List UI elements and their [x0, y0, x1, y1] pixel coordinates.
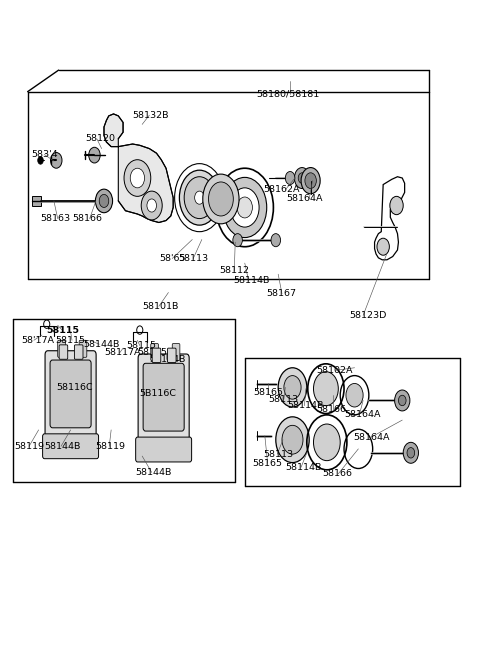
Circle shape	[223, 177, 267, 238]
Circle shape	[237, 197, 252, 218]
Circle shape	[195, 191, 204, 204]
Text: 58114B: 58114B	[288, 401, 324, 410]
FancyBboxPatch shape	[168, 348, 176, 363]
Text: 58119: 58119	[95, 442, 125, 451]
Circle shape	[403, 442, 419, 463]
FancyBboxPatch shape	[151, 344, 158, 361]
Text: 58102A: 58102A	[316, 366, 353, 375]
FancyBboxPatch shape	[138, 354, 189, 447]
Circle shape	[203, 174, 239, 224]
FancyBboxPatch shape	[50, 360, 91, 428]
Text: 58119: 58119	[15, 442, 45, 451]
Text: 58115: 58115	[55, 336, 85, 345]
Circle shape	[398, 396, 406, 406]
Circle shape	[313, 424, 340, 461]
FancyBboxPatch shape	[152, 348, 161, 363]
Circle shape	[377, 238, 389, 255]
Circle shape	[294, 168, 310, 189]
FancyBboxPatch shape	[59, 345, 68, 359]
Circle shape	[141, 191, 162, 220]
Text: 58144B: 58144B	[44, 442, 81, 451]
Circle shape	[346, 384, 363, 407]
FancyBboxPatch shape	[45, 351, 96, 443]
Circle shape	[276, 417, 309, 463]
Circle shape	[305, 173, 316, 189]
Circle shape	[233, 234, 242, 247]
Circle shape	[208, 182, 233, 216]
Circle shape	[271, 234, 281, 247]
Circle shape	[395, 390, 410, 411]
Circle shape	[130, 168, 144, 188]
Text: 58112: 58112	[219, 267, 249, 275]
Text: 58163: 58163	[40, 214, 71, 223]
Text: 58'17A: 58'17A	[22, 336, 54, 345]
Text: 58113: 58113	[269, 395, 299, 403]
Text: 58164A: 58164A	[344, 411, 381, 419]
Text: 58167: 58167	[267, 289, 297, 298]
Circle shape	[124, 160, 151, 196]
Text: 58165: 58165	[252, 459, 282, 468]
FancyBboxPatch shape	[74, 345, 83, 359]
FancyBboxPatch shape	[58, 340, 65, 357]
Circle shape	[282, 425, 303, 454]
Text: 58117A: 58117A	[104, 348, 141, 357]
Circle shape	[285, 171, 295, 185]
Circle shape	[390, 196, 403, 215]
Text: 58115: 58115	[126, 341, 156, 350]
FancyBboxPatch shape	[143, 363, 184, 431]
Text: 58144B: 58144B	[84, 340, 120, 349]
Text: 58115: 58115	[137, 348, 168, 357]
Text: 583'4: 583'4	[31, 150, 58, 159]
Text: 58144B: 58144B	[135, 468, 171, 477]
Text: 58132B: 58132B	[132, 111, 169, 120]
Circle shape	[230, 188, 259, 227]
Circle shape	[50, 152, 62, 168]
FancyBboxPatch shape	[136, 437, 192, 462]
Text: 58162A: 58162A	[263, 185, 300, 194]
Text: 5B116C: 5B116C	[140, 390, 177, 398]
FancyBboxPatch shape	[79, 340, 87, 357]
Text: 58165: 58165	[253, 388, 283, 397]
FancyBboxPatch shape	[43, 434, 98, 459]
Text: 58166: 58166	[322, 469, 352, 478]
Circle shape	[99, 194, 109, 208]
Text: 58164A: 58164A	[354, 432, 390, 442]
Circle shape	[89, 147, 100, 163]
Bar	[33, 196, 41, 206]
FancyBboxPatch shape	[172, 344, 180, 361]
Text: 58114B: 58114B	[233, 276, 270, 285]
Text: 58'65: 58'65	[159, 254, 185, 263]
Circle shape	[298, 173, 306, 183]
Text: 58123D: 58123D	[350, 311, 387, 320]
Text: 58166: 58166	[72, 214, 102, 223]
Text: 58120: 58120	[85, 134, 115, 143]
Text: 58144B: 58144B	[149, 355, 186, 364]
Circle shape	[284, 376, 301, 399]
Circle shape	[407, 447, 415, 458]
Text: 58115: 58115	[47, 326, 80, 335]
Circle shape	[180, 170, 219, 225]
Text: 58180/58181: 58180/58181	[257, 90, 320, 99]
Circle shape	[278, 368, 307, 407]
Circle shape	[184, 177, 215, 219]
Circle shape	[313, 372, 338, 406]
Circle shape	[96, 189, 113, 213]
Text: 58114B: 58114B	[285, 463, 321, 472]
Circle shape	[147, 199, 156, 212]
Circle shape	[301, 168, 320, 194]
Circle shape	[37, 156, 43, 164]
Text: 58164A: 58164A	[287, 194, 323, 204]
Polygon shape	[104, 114, 173, 223]
Text: 58166: 58166	[316, 405, 347, 414]
Text: 58116C: 58116C	[56, 383, 93, 392]
Text: 58113: 58113	[178, 254, 208, 263]
Text: 58113: 58113	[263, 449, 293, 459]
Text: 58101B: 58101B	[142, 302, 179, 311]
